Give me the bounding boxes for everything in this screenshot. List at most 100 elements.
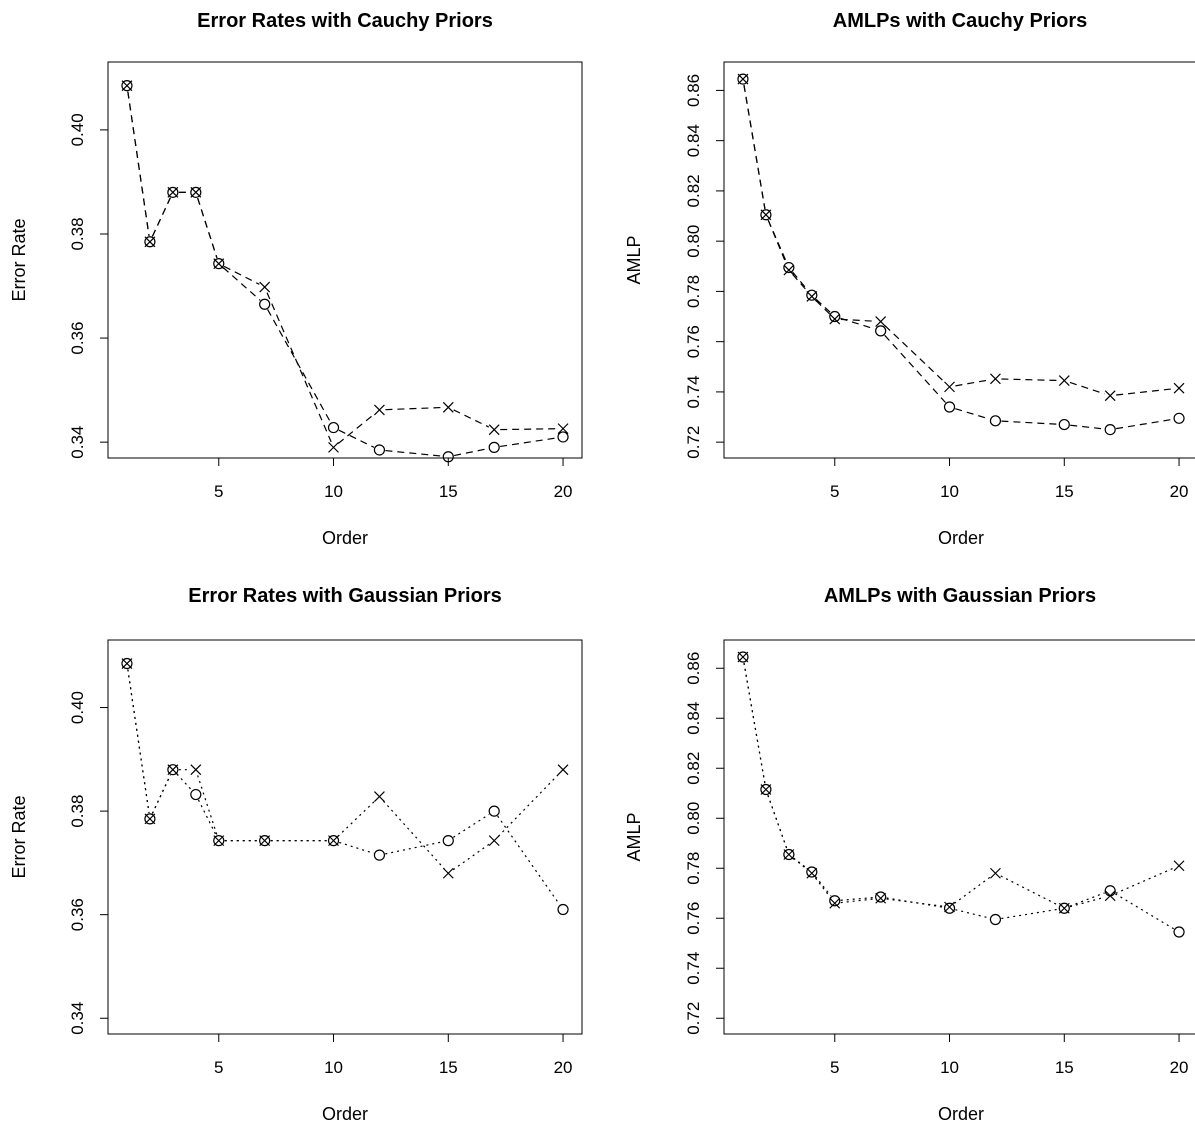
data-point-x	[442, 401, 454, 413]
y-tick-label: 0.74	[684, 952, 703, 985]
y-axis-label: Error Rate	[9, 795, 29, 878]
chart-title: AMLPs with Cauchy Priors	[833, 10, 1088, 32]
data-point-o	[943, 902, 956, 914]
data-point-x	[488, 424, 500, 436]
series-x-segment	[497, 773, 560, 837]
y-tick-label: 0.84	[684, 702, 703, 735]
series-o-segment	[743, 84, 766, 209]
chart-panel-4: AMLPs with Gaussian Priors Order AMLP 5 10 15…	[624, 585, 1195, 1124]
data-point-o	[989, 415, 1002, 427]
data-point-o	[989, 913, 1002, 926]
plot-frame	[723, 639, 1195, 1035]
series-x-segment	[1069, 381, 1105, 395]
data-point-x-stroke	[1058, 375, 1070, 387]
series-x-segment	[453, 409, 490, 428]
data-point-x-stroke	[442, 867, 454, 879]
y-tick-label: 0.76	[684, 325, 703, 358]
data-point-x	[944, 901, 955, 913]
x-tick-label: 15	[439, 1058, 458, 1077]
data-point-x	[557, 423, 569, 435]
series-x-segment	[1115, 867, 1174, 894]
data-point-x	[328, 441, 339, 453]
data-point-o	[1104, 423, 1116, 436]
y-tick-label: 0.80	[684, 802, 703, 835]
series-x-segment	[223, 265, 260, 285]
y-tick-label: 0.84	[684, 124, 703, 157]
data-point-x	[990, 867, 1001, 879]
data-point-x	[1058, 375, 1070, 387]
data-point-x-stroke	[328, 441, 339, 453]
series-x-segment	[197, 775, 218, 836]
y-axis-label: AMLP	[624, 235, 644, 284]
y-tick-label: 0.34	[68, 1002, 87, 1035]
y-tick-label: 0.80	[684, 225, 703, 258]
y-tick-label: 0.72	[684, 1002, 703, 1035]
data-point-o	[829, 895, 841, 907]
data-point-o	[259, 835, 271, 847]
data-point-x	[374, 791, 385, 803]
x-tick-label: 15	[1055, 482, 1074, 501]
y-axis-label: AMLP	[624, 812, 644, 861]
series-x-segment	[337, 413, 376, 445]
x-tick-label: 5	[830, 482, 839, 501]
x-tick-label: 10	[940, 1058, 959, 1077]
series-o-segment	[767, 220, 788, 263]
series-x-segment	[1001, 378, 1059, 382]
y-tick-label: 0.82	[684, 752, 703, 785]
plot-frame	[107, 61, 583, 459]
data-point-o	[167, 186, 179, 198]
plot-frame	[107, 639, 583, 1035]
data-point-o	[943, 401, 956, 413]
data-point-o	[1104, 885, 1116, 897]
data-point-x-stroke	[488, 424, 500, 436]
data-point-x-stroke	[829, 313, 841, 325]
x-tick-label: 5	[214, 482, 223, 501]
data-point-o	[760, 209, 772, 221]
x-tick-label: 20	[554, 482, 573, 501]
data-point-o	[557, 431, 569, 443]
series-o-segment	[385, 841, 443, 855]
data-point-o	[213, 835, 225, 847]
data-point-x-stroke	[944, 901, 955, 913]
x-tick-label: 15	[1055, 1058, 1074, 1077]
chart-title: AMLPs with Gaussian Priors	[824, 585, 1096, 607]
series-x-segment	[1116, 388, 1174, 396]
x-axis-label: Order	[322, 1104, 368, 1124]
y-tick-label: 0.36	[68, 898, 87, 931]
data-point-o	[327, 421, 340, 434]
series-o-segment	[151, 774, 171, 814]
series-o-segment	[886, 897, 944, 908]
plot-frame	[723, 61, 1195, 459]
data-point-o	[167, 764, 179, 776]
data-point-o	[829, 310, 841, 323]
series-o-segment	[267, 309, 332, 423]
data-point-x	[806, 867, 818, 879]
series-x-segment	[884, 325, 946, 384]
data-point-x-stroke	[442, 401, 454, 413]
series-x-segment	[815, 300, 831, 316]
series-o-segment	[1069, 892, 1105, 907]
series-o-segment	[338, 429, 375, 448]
data-point-x	[488, 835, 500, 847]
x-tick-label: 15	[439, 482, 458, 501]
data-point-o	[121, 80, 133, 92]
series-o-segment	[176, 773, 193, 791]
series-o-segment	[955, 909, 990, 919]
data-point-x	[1173, 382, 1185, 394]
data-point-x	[259, 281, 271, 293]
series-x-segment	[385, 406, 443, 411]
x-tick-label: 20	[554, 1058, 573, 1077]
series-o-segment	[454, 447, 489, 457]
series-o-segment	[151, 197, 171, 237]
series-x-segment	[452, 843, 490, 871]
y-tick-label: 0.38	[68, 217, 87, 250]
y-axis-label: Error Rate	[9, 218, 29, 301]
data-point-x-stroke	[806, 291, 818, 302]
y-tick-label: 0.78	[684, 275, 703, 308]
data-point-x-stroke	[944, 381, 955, 393]
data-point-o	[144, 236, 156, 248]
data-point-x-stroke	[990, 373, 1001, 385]
series-x-segment	[793, 857, 808, 870]
data-point-o	[442, 451, 454, 463]
series-o-segment	[767, 794, 788, 850]
